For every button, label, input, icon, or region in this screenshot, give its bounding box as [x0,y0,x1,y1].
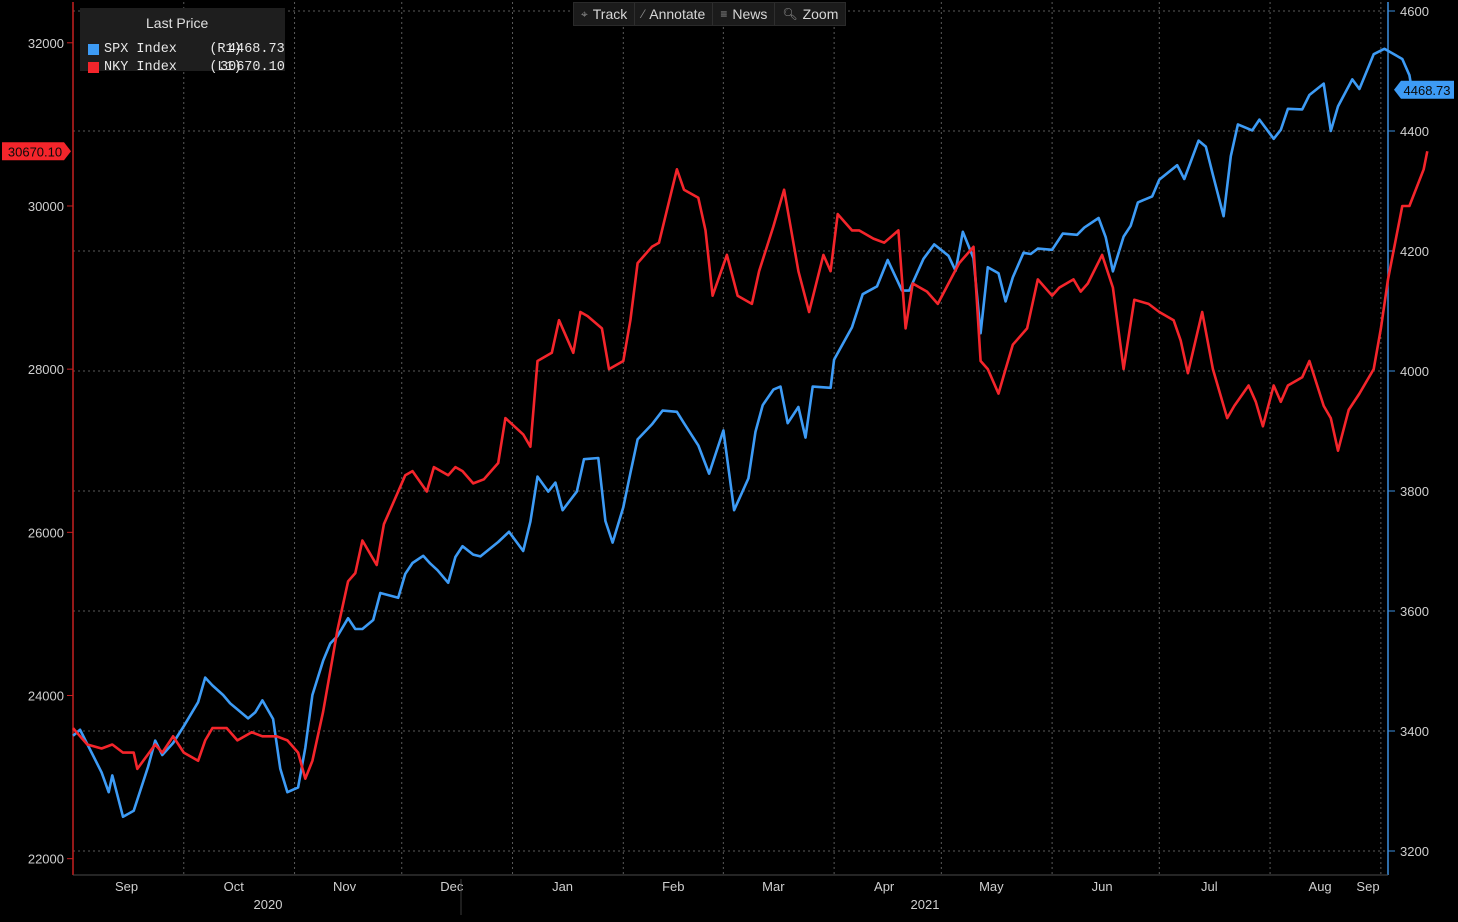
x-tick-label: Aug [1309,879,1332,894]
x-tick-label: May [979,879,1004,894]
x-tick-label: Oct [224,879,245,894]
zoom-label: Zoom [802,6,839,22]
right-tick-label: 3800 [1400,484,1429,499]
legend-title: Last Price [146,15,209,31]
right-tick-label: 3600 [1400,604,1429,619]
nky-last-value-tag [2,142,71,161]
chart-toolbar: ⌖ Track ⁄ Annotate ≡ News 🔍︎ Zoom [573,2,847,26]
spx-color-swatch [88,43,99,55]
right-tick-label: 3400 [1400,724,1429,739]
legend-spx-axis: (R1) [209,41,242,57]
magnifier-icon: 🔍︎ [782,7,798,21]
x-tick-label: Feb [662,879,684,894]
legend-nky-name: NKY Index [104,59,177,75]
news-label: News [732,6,768,22]
x-year-label: 2021 [911,897,940,912]
x-tick-label: Sep [115,879,138,894]
legend-nky-axis: (L1) [209,59,242,75]
left-tick-label: 28000 [28,362,64,377]
zoom-button[interactable]: 🔍︎ Zoom [775,3,845,25]
left-tick-label: 22000 [28,852,64,867]
nky-series-line [72,151,1429,781]
right-tick-label: 4000 [1400,364,1429,379]
x-tick-label: Apr [874,879,895,894]
right-tick-label: 4200 [1400,244,1429,259]
legend-nky-value: 30670.10 [220,59,285,75]
left-tick-label: 26000 [28,525,64,540]
crosshair-icon: ⌖ [581,6,588,21]
spx-series-line [72,47,1425,819]
legend-entry-nky[interactable]: NKY Index (L1) 30670.10 [88,52,285,82]
x-tick-label: Jul [1201,879,1218,894]
spx-last-value-tag [1394,80,1454,99]
pencil-icon: ⁄ [642,7,645,21]
nky-color-swatch [88,61,99,73]
chart-legend: Last Price SPX Index (R1) 4468.73 NKY In… [80,8,285,75]
nky-last-value-label: 30670.10 [8,144,62,159]
spx-last-value-label: 4468.73 [1404,83,1451,98]
x-tick-label: Jan [552,879,573,894]
annotate-label: Annotate [649,6,706,22]
left-tick-label: 32000 [28,36,64,51]
left-tick-label: 24000 [28,689,64,704]
annotate-button[interactable]: ⁄ Annotate [635,3,714,25]
left-tick-label: 30000 [28,199,64,214]
x-tick-label: Dec [440,879,464,894]
right-tick-label: 4600 [1400,4,1429,19]
legend-entry-spx[interactable]: SPX Index (R1) 4468.73 [88,34,285,64]
x-tick-label: Nov [333,879,357,894]
legend-spx-value: 4468.73 [228,41,285,57]
track-button[interactable]: ⌖ Track [574,3,636,25]
x-tick-label: Jun [1092,879,1113,894]
right-tick-label: 3200 [1400,844,1429,859]
legend-spx-name: SPX Index [104,41,177,57]
x-tick-label: Mar [762,879,785,894]
x-tick-label: Sep [1356,879,1379,894]
right-tick-label: 4400 [1400,124,1429,139]
x-year-label: 2020 [254,897,283,912]
track-label: Track [592,6,628,22]
news-icon: ≡ [720,7,728,21]
news-button[interactable]: ≡ News [713,3,776,25]
